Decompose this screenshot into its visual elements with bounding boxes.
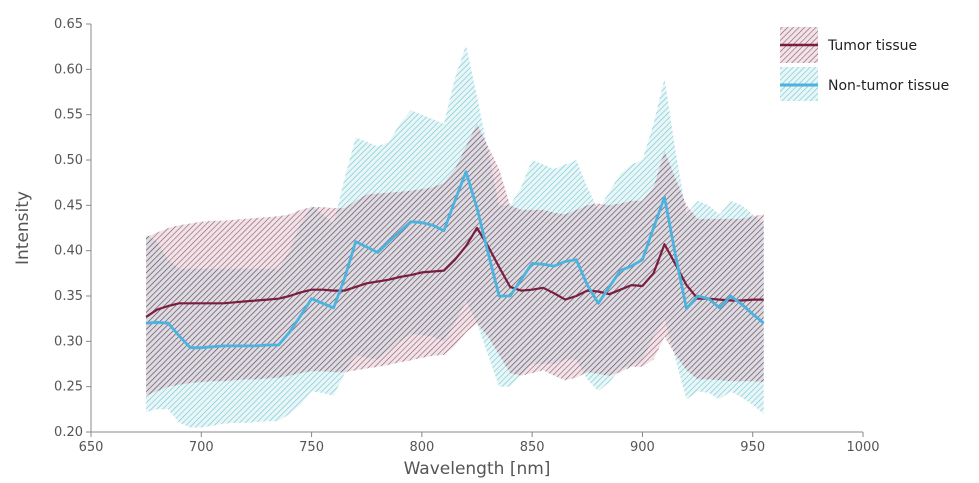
y-tick-label: 0.30 [54, 334, 83, 349]
y-axis-label: Intensity [13, 191, 33, 265]
legend-label-tumor: Tumor tissue [827, 38, 917, 54]
y-tick-label: 0.60 [54, 62, 83, 77]
x-tick-label: 950 [740, 440, 765, 455]
x-tick-label: 750 [299, 440, 324, 455]
x-ticks: 650 700 750 800 850 900 950 1000 [79, 432, 880, 455]
legend: Tumor tissue Non-tumor tissue [780, 27, 949, 101]
y-tick-label: 0.40 [54, 244, 83, 259]
y-tick-label: 0.35 [54, 289, 83, 304]
series-lines [145, 170, 765, 350]
y-tick-label: 0.25 [54, 380, 83, 395]
x-tick-label: 800 [409, 440, 434, 455]
legend-label-non-tumor: Non-tumor tissue [828, 78, 949, 94]
x-tick-label: 700 [189, 440, 214, 455]
y-tick-label: 0.65 [54, 17, 83, 32]
line-tumor [145, 226, 764, 318]
line-non-tumor [145, 170, 765, 350]
x-tick-label: 650 [79, 440, 104, 455]
y-tick-label: 0.20 [54, 425, 83, 440]
x-tick-label: 850 [520, 440, 545, 455]
y-tick-label: 0.55 [54, 108, 83, 123]
y-tick-label: 0.50 [54, 153, 83, 168]
y-ticks: 0.20 0.25 0.30 0.35 0.40 0.45 0.50 0.55 0.60 0.65 [54, 17, 91, 440]
x-tick-label: 900 [630, 440, 655, 455]
axes: 650 700 750 800 850 900 950 1000 0.200.250.300.… [13, 17, 880, 479]
x-axis-label: Wavelength [nm] [404, 459, 551, 479]
y-tick-label: 0.45 [54, 198, 83, 213]
x-tick-label: 1000 [846, 440, 879, 455]
